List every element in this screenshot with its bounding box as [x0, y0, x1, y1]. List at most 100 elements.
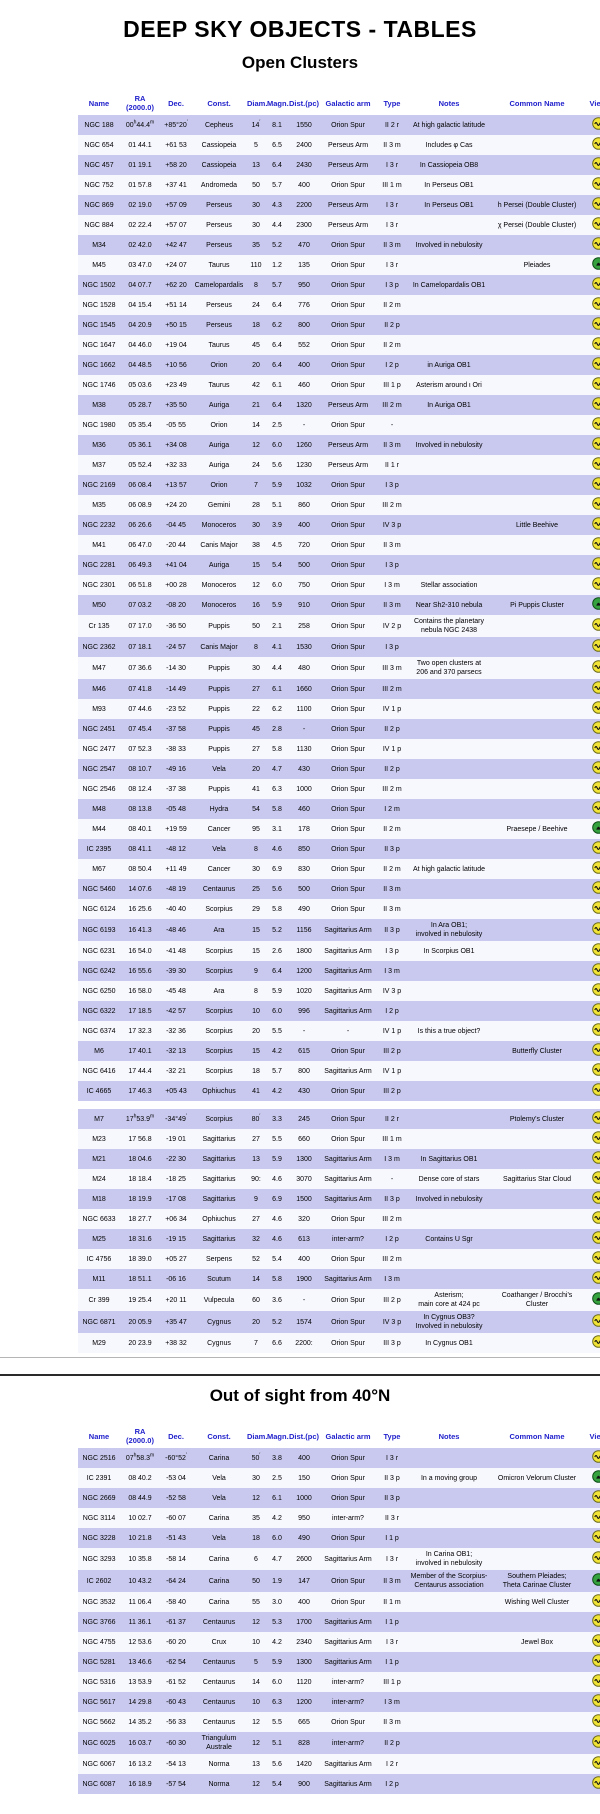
cell-galactic-arm: Orion Spur — [320, 355, 376, 375]
cell-name: NGC 1647 — [78, 335, 120, 355]
cell-diam: 50 — [246, 175, 266, 195]
view-link[interactable] — [592, 537, 600, 550]
view-eye-icon-yellow — [592, 801, 600, 814]
view-link[interactable] — [592, 639, 600, 652]
view-link[interactable] — [592, 1023, 600, 1036]
view-link[interactable] — [592, 1191, 600, 1204]
view-link[interactable] — [592, 1271, 600, 1284]
view-link[interactable] — [592, 457, 600, 470]
view-link[interactable] — [592, 1654, 600, 1667]
view-link[interactable] — [592, 1694, 600, 1707]
view-link[interactable] — [592, 477, 600, 490]
view-link[interactable] — [592, 1735, 600, 1748]
view-link[interactable] — [592, 1470, 600, 1483]
view-link[interactable] — [592, 1714, 600, 1727]
view-link[interactable] — [592, 377, 600, 390]
view-link[interactable] — [592, 1530, 600, 1543]
view-link[interactable] — [592, 217, 600, 230]
cell-view — [584, 1528, 600, 1548]
view-link[interactable] — [592, 943, 600, 956]
view-link[interactable] — [592, 1551, 600, 1564]
view-link[interactable] — [592, 1314, 600, 1327]
view-link[interactable] — [592, 497, 600, 510]
view-link[interactable] — [592, 983, 600, 996]
view-link[interactable] — [592, 1211, 600, 1224]
view-link[interactable] — [592, 597, 600, 610]
view-link[interactable] — [592, 1292, 600, 1305]
view-link[interactable] — [592, 1573, 600, 1586]
view-link[interactable] — [592, 1171, 600, 1184]
view-link[interactable] — [592, 761, 600, 774]
cell-common-name — [490, 1488, 584, 1508]
view-link[interactable] — [592, 117, 600, 130]
view-link[interactable] — [592, 1594, 600, 1607]
view-link[interactable] — [592, 781, 600, 794]
view-link[interactable] — [592, 1510, 600, 1523]
view-link[interactable] — [592, 841, 600, 854]
view-link[interactable] — [592, 701, 600, 714]
view-link[interactable] — [592, 1043, 600, 1056]
view-link[interactable] — [592, 1131, 600, 1144]
cell-common-name — [490, 879, 584, 899]
cell-view — [584, 961, 600, 981]
view-link[interactable] — [592, 577, 600, 590]
view-link[interactable] — [592, 437, 600, 450]
view-link[interactable] — [592, 417, 600, 430]
view-link[interactable] — [592, 157, 600, 170]
cell-dist: 2600 — [288, 1548, 320, 1570]
view-link[interactable] — [592, 1003, 600, 1016]
view-link[interactable] — [592, 357, 600, 370]
cell-magn: 5.1 — [266, 495, 288, 515]
view-link[interactable] — [592, 237, 600, 250]
view-link[interactable] — [592, 963, 600, 976]
view-link[interactable] — [592, 1674, 600, 1687]
view-link[interactable] — [592, 517, 600, 530]
cell-name: NGC 2477 — [78, 739, 120, 759]
view-link[interactable] — [592, 881, 600, 894]
view-link[interactable] — [592, 197, 600, 210]
cell-dec: -61 37 — [160, 1612, 192, 1632]
view-link[interactable] — [592, 741, 600, 754]
view-link[interactable] — [592, 618, 600, 631]
cell-galactic-arm: Sagittarius Arm — [320, 961, 376, 981]
view-link[interactable] — [592, 1776, 600, 1789]
view-link[interactable] — [592, 1151, 600, 1164]
cell-notes — [408, 335, 490, 355]
view-link[interactable] — [592, 557, 600, 570]
view-link[interactable] — [592, 337, 600, 350]
view-link[interactable] — [592, 1251, 600, 1264]
view-link[interactable] — [592, 1490, 600, 1503]
view-link[interactable] — [592, 1450, 600, 1463]
view-link[interactable] — [592, 1083, 600, 1096]
cell-const: Puppis — [192, 679, 246, 699]
section-title-open-clusters: Open Clusters — [0, 53, 600, 73]
view-link[interactable] — [592, 277, 600, 290]
view-link[interactable] — [592, 1634, 600, 1647]
view-link[interactable] — [592, 297, 600, 310]
view-link[interactable] — [592, 257, 600, 270]
view-link[interactable] — [592, 901, 600, 914]
view-link[interactable] — [592, 1063, 600, 1076]
view-link[interactable] — [592, 1231, 600, 1244]
view-link[interactable] — [592, 922, 600, 935]
view-link[interactable] — [592, 397, 600, 410]
view-link[interactable] — [592, 317, 600, 330]
view-link[interactable] — [592, 1756, 600, 1769]
view-link[interactable] — [592, 137, 600, 150]
view-link[interactable] — [592, 681, 600, 694]
view-link[interactable] — [592, 861, 600, 874]
view-link[interactable] — [592, 801, 600, 814]
view-link[interactable] — [592, 1614, 600, 1627]
view-link[interactable] — [592, 177, 600, 190]
cell-ra: 05 35.4 — [120, 415, 160, 435]
cell-const: Ophiuchus — [192, 1209, 246, 1229]
view-link[interactable] — [592, 1335, 600, 1348]
view-link[interactable] — [592, 660, 600, 673]
view-link[interactable] — [592, 721, 600, 734]
view-link[interactable] — [592, 821, 600, 834]
cell-galactic-arm: Perseus Arm — [320, 455, 376, 475]
view-link[interactable] — [592, 1111, 600, 1124]
view-eye-icon-yellow — [592, 1551, 600, 1564]
